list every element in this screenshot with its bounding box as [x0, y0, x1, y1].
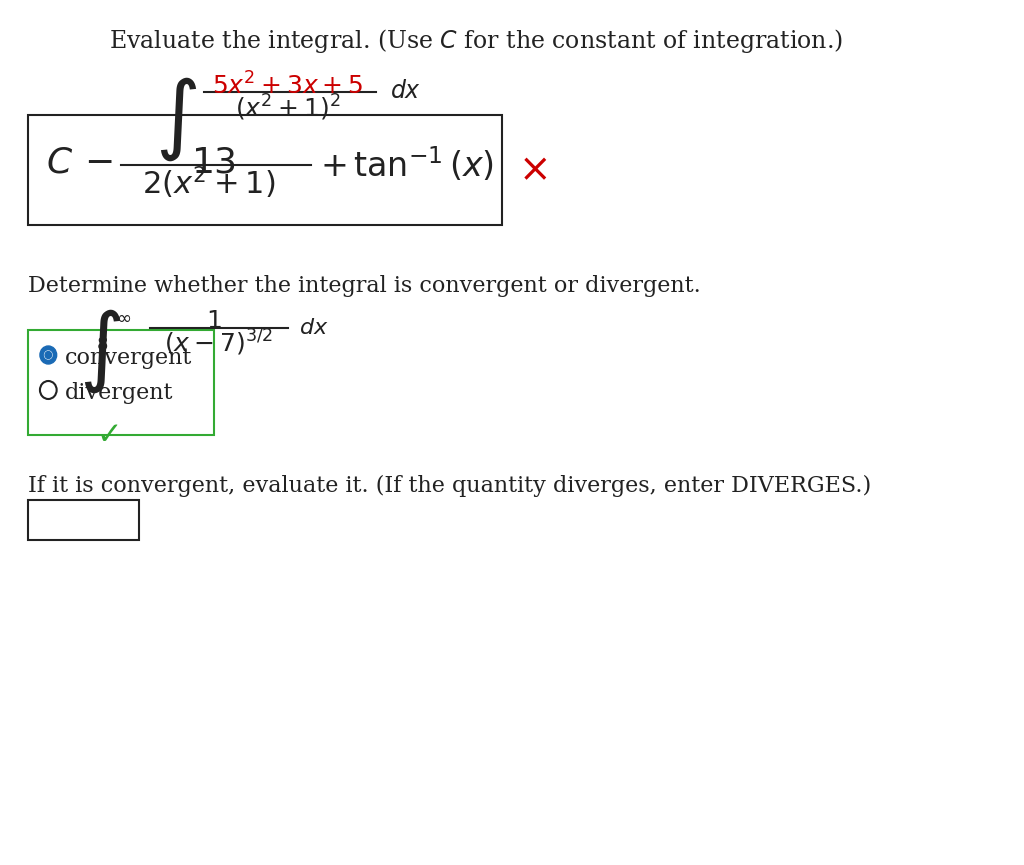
Text: $\int$: $\int$ — [79, 307, 122, 394]
FancyBboxPatch shape — [28, 500, 139, 540]
Text: $\checkmark$: $\checkmark$ — [95, 419, 118, 448]
Text: $(x^2 + 1)^2$: $(x^2 + 1)^2$ — [236, 93, 341, 123]
Text: convergent: convergent — [65, 347, 193, 369]
Text: Evaluate the integral. (Use $C$ for the constant of integration.): Evaluate the integral. (Use $C$ for the … — [109, 27, 843, 55]
Text: $2(x^2+1)$: $2(x^2+1)$ — [142, 165, 275, 202]
FancyBboxPatch shape — [28, 115, 502, 225]
FancyBboxPatch shape — [28, 330, 214, 435]
Text: $\int$: $\int$ — [156, 75, 198, 163]
Circle shape — [45, 351, 51, 358]
Text: divergent: divergent — [65, 382, 173, 404]
Text: $dx$: $dx$ — [299, 317, 329, 339]
Text: $8$: $8$ — [95, 336, 108, 354]
Circle shape — [45, 351, 52, 359]
Circle shape — [40, 346, 56, 364]
Text: $\infty$: $\infty$ — [116, 309, 131, 327]
Text: $(x-7)^{3/2}$: $(x-7)^{3/2}$ — [164, 328, 272, 358]
Text: $1$: $1$ — [206, 310, 221, 333]
Text: $\times$: $\times$ — [518, 150, 548, 188]
Text: $5x^2 + 3x + 5$: $5x^2 + 3x + 5$ — [212, 72, 364, 99]
Text: $13$: $13$ — [191, 145, 237, 179]
Text: $C\,-$: $C\,-$ — [46, 145, 113, 179]
Text: $dx$: $dx$ — [390, 80, 421, 103]
Text: Determine whether the integral is convergent or divergent.: Determine whether the integral is conver… — [28, 275, 700, 297]
Text: If it is convergent, evaluate it. (If the quantity diverges, enter DIVERGES.): If it is convergent, evaluate it. (If th… — [28, 475, 871, 497]
Text: $+\,\tan^{-1}(x)$: $+\,\tan^{-1}(x)$ — [321, 145, 495, 183]
